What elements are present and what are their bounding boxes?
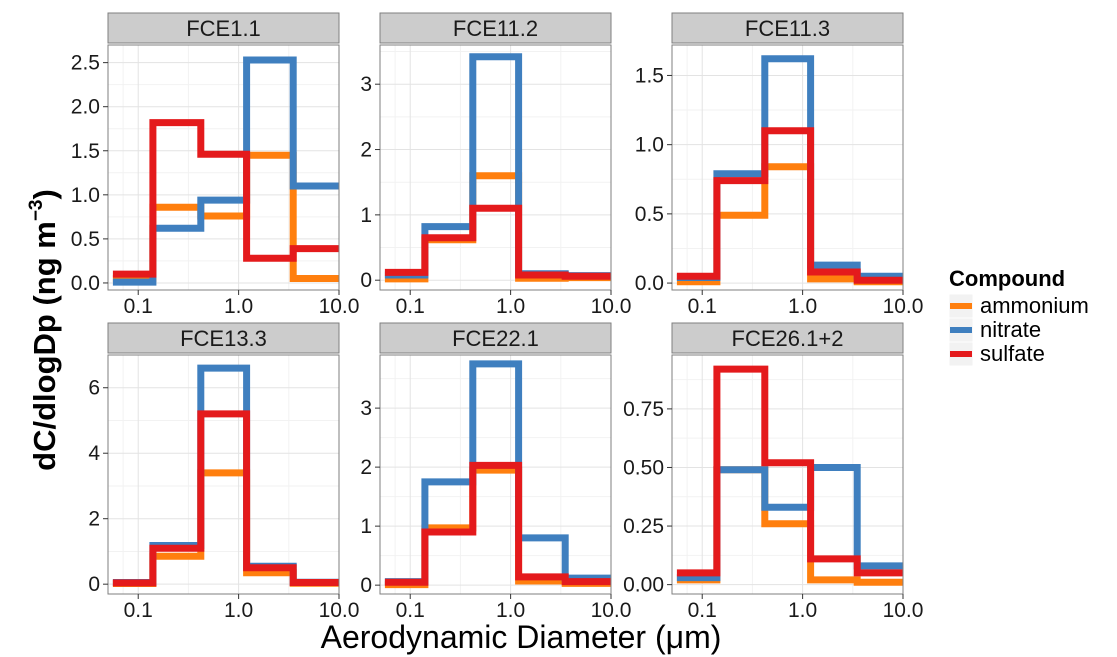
x-tick-label: 10.0 — [591, 599, 632, 622]
strip-label: FCE13.3 — [180, 326, 267, 351]
y-tick-label: 3 — [360, 73, 372, 96]
x-tick-label: 1.0 — [224, 599, 253, 622]
panel-fce13-3: FCE13.3 0 2 4 6 0.1 1.0 10.0 — [88, 322, 360, 622]
strip-background — [671, 12, 904, 44]
x-tick-label: 1.0 — [496, 295, 525, 318]
y-tick-label: 2 — [360, 456, 372, 479]
plot-area — [108, 45, 339, 290]
panel-fce1-1: FCE1.1 0.0 0.5 1.0 1.5 2.0 2.5 0.1 1.0 10.0 — [71, 12, 360, 318]
y-tick-label: 4 — [88, 442, 100, 465]
plot-border — [671, 44, 904, 291]
y-tick-label: 1.5 — [71, 140, 100, 163]
strip-background — [107, 12, 340, 44]
panels-layer: FCE1.10.00.51.01.52.02.50.1 1.0 10.0FCE11.… — [71, 12, 924, 622]
y-axis-title: dC/dlogDp (ng m−3) — [26, 189, 62, 471]
series-line-sulfate — [112, 119, 339, 278]
x-tick-label: 0.1 — [124, 599, 153, 622]
y-tick-label: 0.0 — [71, 272, 100, 295]
y-tick-label: 1.0 — [635, 134, 664, 157]
strip-background — [379, 12, 612, 44]
legend-label-sulfate: sulfate — [980, 341, 1045, 366]
strip-background — [379, 322, 612, 354]
y-tick-label: 2 — [88, 508, 100, 531]
plot-border — [379, 354, 612, 595]
plot-border — [379, 44, 612, 291]
strip-label: FCE11.3 — [745, 16, 830, 41]
legend-title: Compound — [949, 266, 1065, 291]
plot-area — [380, 355, 611, 594]
y-tick-label: 6 — [88, 377, 100, 400]
y-tick-label: 0 — [360, 269, 372, 292]
x-tick-label: 1.0 — [788, 295, 817, 318]
series-line-sulfate — [112, 410, 339, 587]
panel-fce22-1: FCE22.1 0 1 2 3 0.1 1.0 10.0 — [360, 322, 632, 622]
y-tick-label: 0.5 — [71, 228, 100, 251]
y-tick-label: 0.0 — [635, 272, 664, 295]
x-tick-label: 1.0 — [496, 599, 525, 622]
strip-label: FCE22.1 — [452, 326, 539, 351]
x-tick-label: 1.0 — [224, 295, 253, 318]
series-line-sulfate — [384, 204, 611, 280]
plot-border — [107, 354, 340, 595]
y-tick-label: 0.00 — [623, 574, 664, 597]
x-tick-label: 1.0 — [788, 599, 817, 622]
panel-fce11-3: FCE11.3 0.0 0.5 1.0 1.5 0.1 1.0 10.0 — [635, 12, 924, 318]
y-axis-title-main: dC/dlogDp (ng m — [27, 221, 62, 471]
strip-background — [671, 322, 904, 354]
panel-fce11-2: FCE11.2 0 1 2 3 0.1 1.0 10.0 — [360, 12, 632, 318]
x-tick-label: 10.0 — [883, 295, 924, 318]
series-line-sulfate — [676, 365, 903, 577]
y-tick-label: 0 — [88, 573, 100, 596]
y-tick-label: 2 — [360, 139, 372, 162]
legend-label-ammonium: ammonium — [980, 293, 1089, 318]
y-tick-label: 0.75 — [623, 398, 664, 421]
x-tick-label: 0.1 — [688, 599, 717, 622]
y-tick-label: 2.0 — [71, 96, 100, 119]
legend-label-nitrate: nitrate — [980, 317, 1041, 342]
series-line-sulfate — [384, 461, 611, 586]
y-tick-label: 1.0 — [71, 184, 100, 207]
panel-fce26-1-2: FCE26.1+2 0.00 0.25 0.50 0.75 0.1 1.0 10.0 — [623, 322, 924, 622]
y-tick-label: 3 — [360, 397, 372, 420]
plot-area — [380, 45, 611, 290]
x-tick-label: 10.0 — [319, 599, 360, 622]
x-tick-label: 10.0 — [883, 599, 924, 622]
x-axis-title: Aerodynamic Diameter (μm) — [321, 619, 722, 655]
y-tick-label: 0 — [360, 574, 372, 597]
y-axis-title-sup: −3 — [26, 199, 47, 221]
y-tick-label: 0.50 — [623, 456, 664, 479]
series-line-sulfate — [676, 127, 903, 284]
y-tick-label: 1.5 — [635, 64, 664, 87]
strip-label: FCE11.2 — [453, 16, 538, 41]
y-tick-label: 1 — [360, 204, 372, 227]
x-tick-label: 0.1 — [396, 599, 425, 622]
y-tick-label: 0.5 — [635, 203, 664, 226]
x-tick-label: 0.1 — [688, 295, 717, 318]
y-tick-label: 2.5 — [71, 52, 100, 75]
strip-background — [107, 322, 340, 354]
y-tick-label: 0.25 — [623, 515, 664, 538]
x-tick-label: 10.0 — [591, 295, 632, 318]
y-tick-label: 1 — [360, 515, 372, 538]
y-axis-title-close: ) — [27, 189, 62, 199]
plot-area — [672, 355, 903, 594]
x-tick-label: 0.1 — [124, 295, 153, 318]
x-tick-label: 10.0 — [319, 295, 360, 318]
strip-label: FCE26.1+2 — [732, 326, 844, 351]
plot-border — [671, 354, 904, 595]
plot-border — [107, 44, 340, 291]
x-tick-label: 0.1 — [396, 295, 425, 318]
strip-label: FCE1.1 — [186, 16, 261, 41]
